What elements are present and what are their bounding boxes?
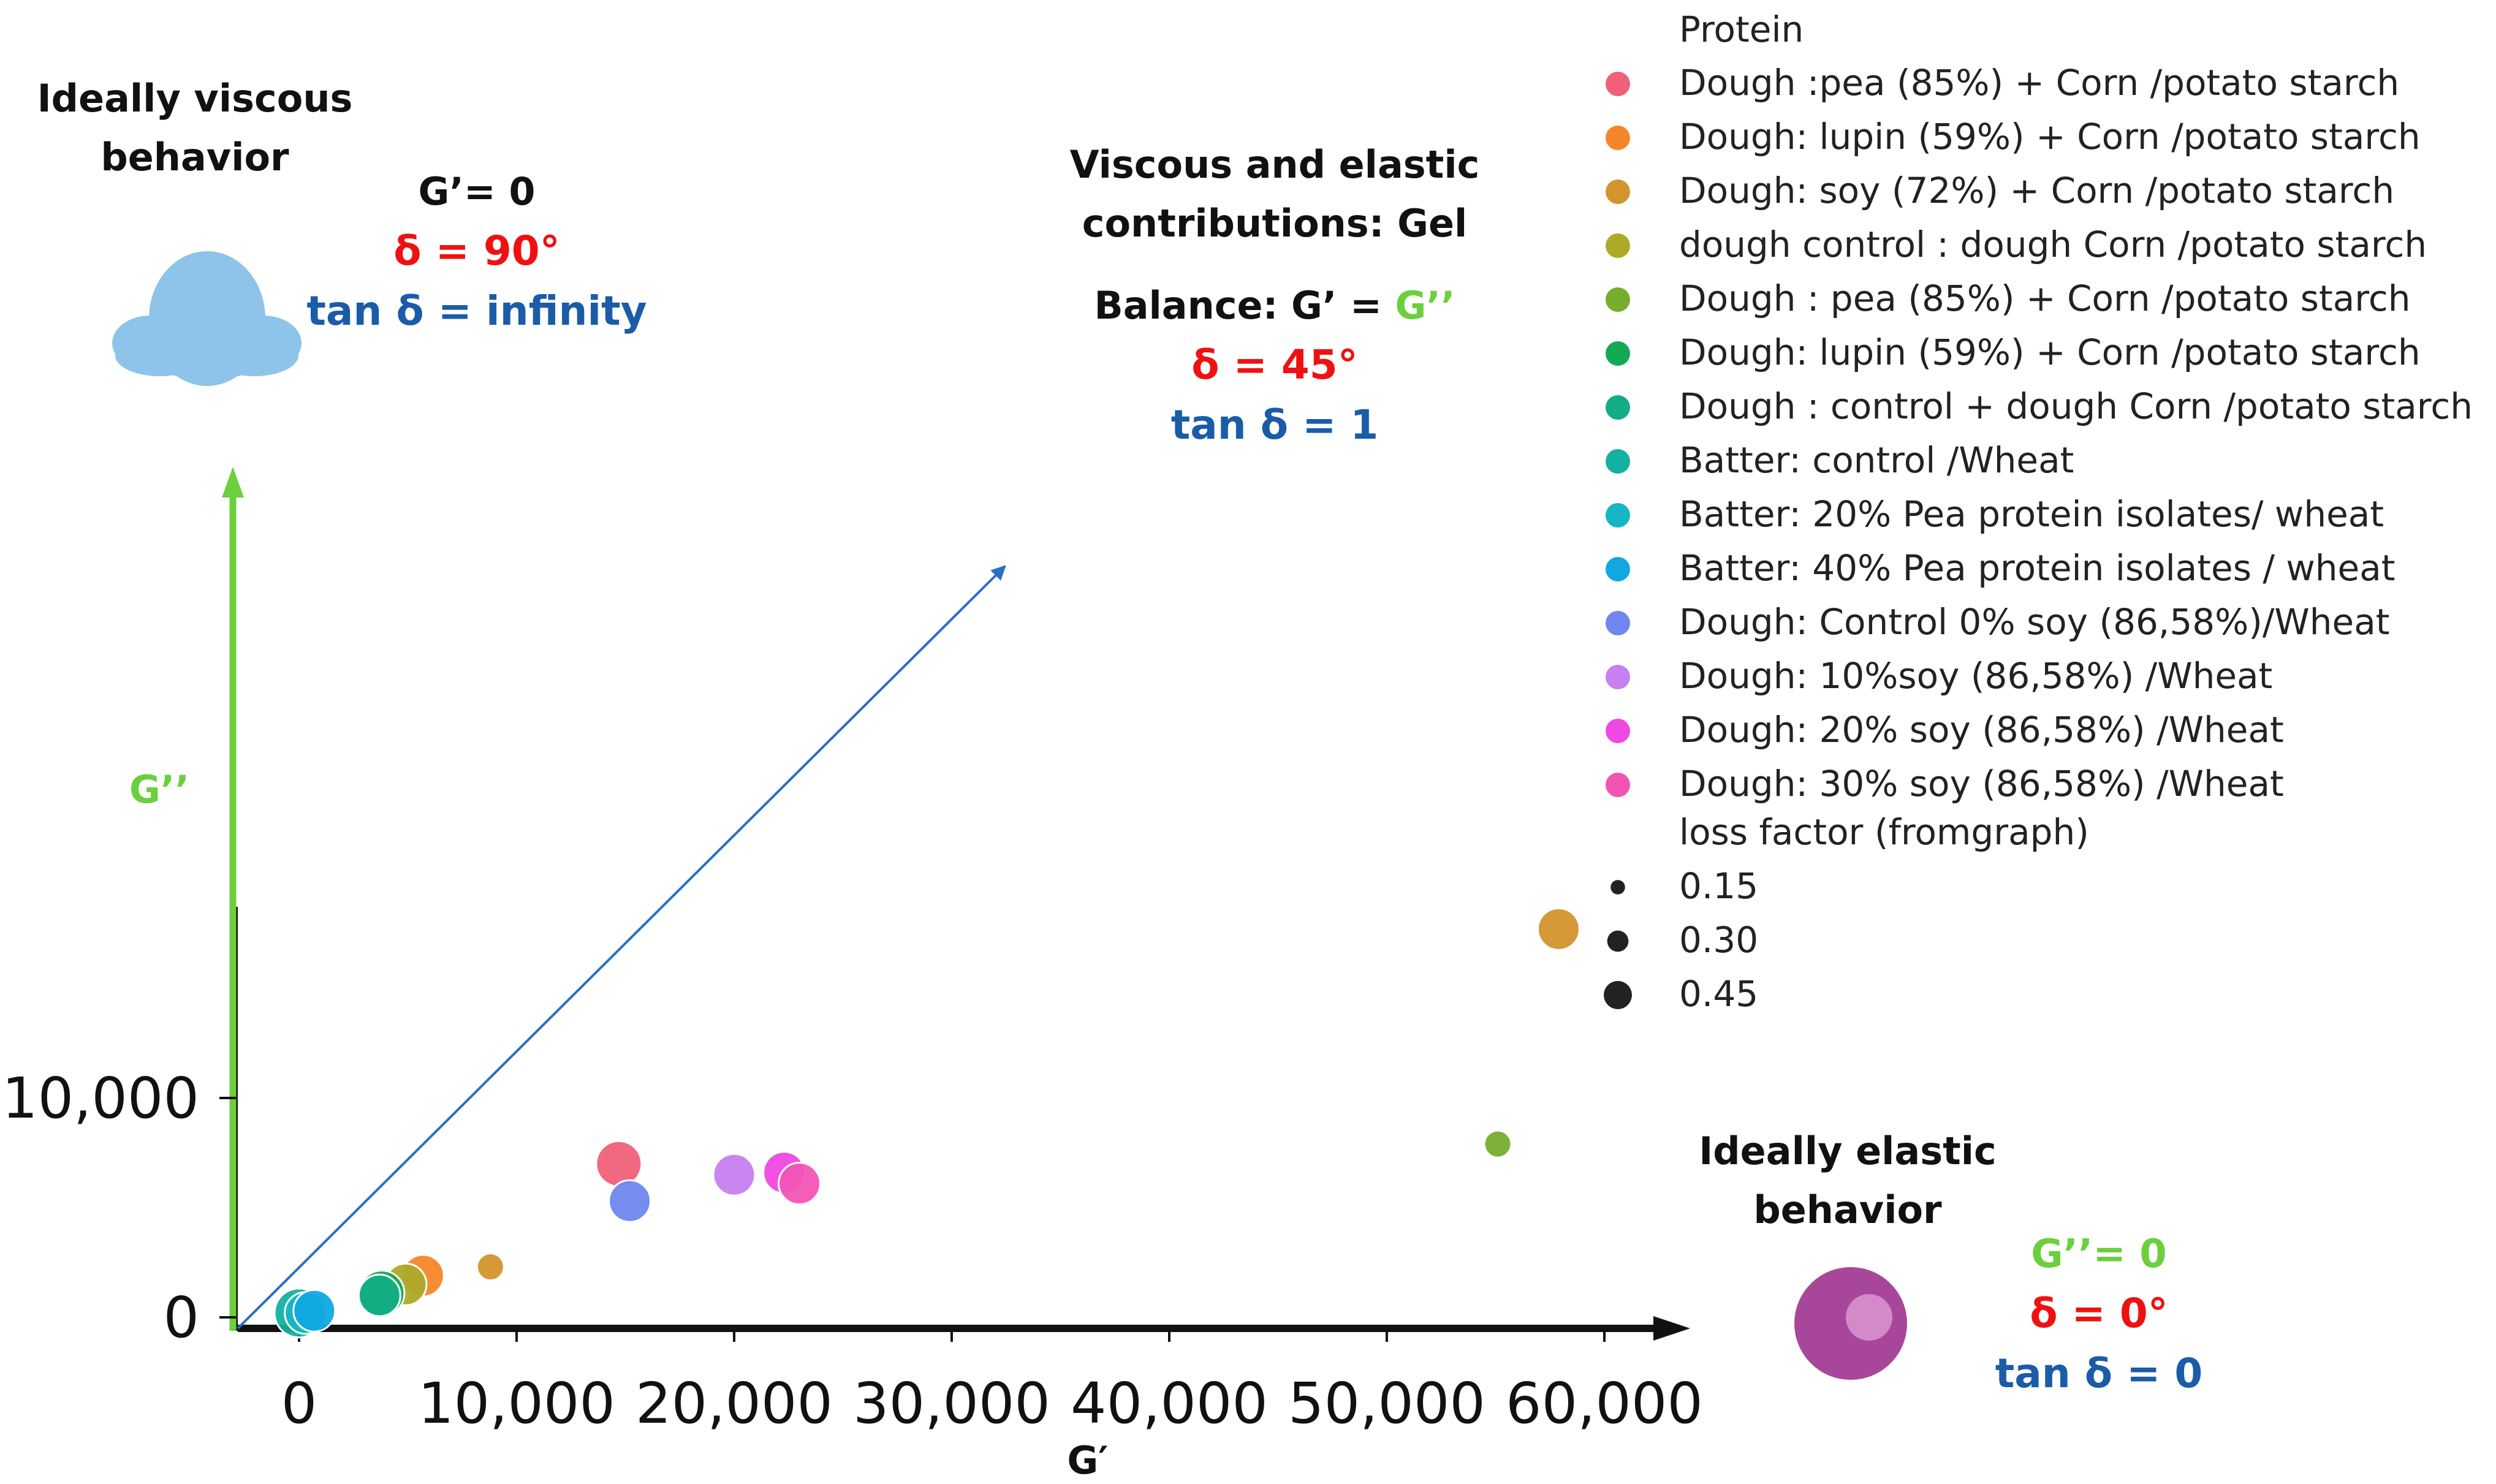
x-tick-label: 20,000 bbox=[635, 1371, 833, 1436]
legend-marker bbox=[1606, 773, 1630, 797]
data-point bbox=[608, 1179, 652, 1223]
legend-series-label: Dough :pea (85%) + Corn /potato starch bbox=[1679, 62, 2399, 104]
x-tick-label: 60,000 bbox=[1506, 1371, 1703, 1436]
data-point bbox=[292, 1289, 336, 1333]
legend-sizes: 0.15 0.30 0.45 bbox=[1604, 865, 1758, 1015]
legend-marker bbox=[1606, 395, 1630, 420]
legend-marker bbox=[1606, 665, 1630, 689]
gel-annotation: Viscous and elastic contributions: Gel B… bbox=[1070, 142, 1480, 449]
legend-size-title: loss factor (fromgraph) bbox=[1679, 811, 2089, 853]
diagonal-arrow bbox=[237, 565, 1006, 1330]
viscous-delta: δ = 90° bbox=[393, 227, 560, 274]
elastic-title-line2: behavior bbox=[1753, 1187, 1942, 1232]
legend-series-label: Dough: soy (72%) + Corn /potato starch bbox=[1679, 170, 2394, 211]
legend-series-label: Batter: control /Wheat bbox=[1679, 439, 2074, 481]
legend-series-label: Batter: 40% Pea protein isolates / wheat bbox=[1679, 547, 2395, 589]
x-axis-arrowhead bbox=[1653, 1316, 1690, 1341]
data-point bbox=[712, 1153, 756, 1197]
elastic-delta: δ = 0° bbox=[2030, 1290, 2168, 1337]
data-point bbox=[778, 1162, 821, 1206]
legend-size-marker bbox=[1604, 981, 1632, 1009]
data-points bbox=[273, 907, 1580, 1339]
y-ticks: 0 10,000 bbox=[2, 1066, 236, 1350]
cloud-icon bbox=[112, 251, 302, 386]
legend-series-label: Dough: lupin (59%) + Corn /potato starch bbox=[1679, 116, 2421, 157]
x-tick-label: 30,000 bbox=[853, 1371, 1050, 1436]
y-axis-title: G’’ bbox=[129, 767, 189, 812]
legend-marker bbox=[1606, 503, 1630, 528]
y-axis-arrowhead bbox=[222, 467, 244, 498]
elastic-title-line1: Ideally elastic bbox=[1699, 1129, 1997, 1173]
legend-marker bbox=[1606, 341, 1630, 366]
data-point bbox=[595, 1140, 643, 1187]
viscous-g-prime: G’= 0 bbox=[418, 169, 535, 214]
gel-delta: δ = 45° bbox=[1191, 341, 1357, 388]
x-tick-label: 10,000 bbox=[418, 1371, 615, 1436]
viscous-title-line1: Ideally viscous bbox=[37, 76, 353, 121]
legend-size-marker bbox=[1607, 930, 1629, 952]
gel-title-line2: contributions: Gel bbox=[1082, 201, 1468, 246]
ball-icon bbox=[1794, 1267, 1907, 1380]
gel-tan: tan δ = 1 bbox=[1171, 401, 1379, 449]
legend: Protein Dough :pea (85%) + Corn /potato … bbox=[1604, 9, 2473, 1015]
x-tick-label: 0 bbox=[281, 1371, 317, 1436]
data-point bbox=[476, 1252, 505, 1282]
x-tick-label: 40,000 bbox=[1071, 1371, 1268, 1436]
x-tick-label: 50,000 bbox=[1288, 1371, 1485, 1436]
y-tick-label: 10,000 bbox=[2, 1066, 199, 1131]
legend-series-label: Dough : pea (85%) + Corn /potato starch bbox=[1679, 278, 2411, 319]
elastic-tan: tan δ = 0 bbox=[1995, 1350, 2203, 1397]
gel-balance-suffix: G’’ bbox=[1395, 283, 1455, 328]
legend-marker bbox=[1606, 126, 1630, 150]
legend-marker bbox=[1606, 72, 1630, 96]
data-point bbox=[1483, 1129, 1512, 1159]
legend-size-label: 0.45 bbox=[1679, 973, 1758, 1015]
legend-marker bbox=[1606, 611, 1630, 635]
legend-series-label: Batter: 20% Pea protein isolates/ wheat bbox=[1679, 493, 2384, 535]
legend-marker bbox=[1606, 287, 1630, 312]
elastic-g-double-prime: G’’= 0 bbox=[2031, 1232, 2167, 1277]
legend-size-label: 0.30 bbox=[1679, 919, 1758, 961]
x-ticks: 0 10,000 20,000 30,000 40,000 50,000 60,000 bbox=[281, 1328, 1703, 1436]
y-tick-label: 0 bbox=[163, 1285, 199, 1350]
viscous-tan: tan δ = infinity bbox=[306, 287, 647, 335]
legend-series-label: Dough: 10%soy (86,58%) /Wheat bbox=[1679, 655, 2272, 697]
data-point bbox=[357, 1273, 401, 1317]
legend-hue-title: Protein bbox=[1679, 9, 1804, 50]
legend-series-label: Dough : control + dough Corn /potato sta… bbox=[1679, 385, 2473, 427]
viscous-title-line2: behavior bbox=[101, 135, 289, 180]
legend-series: Dough :pea (85%) + Corn /potato starch Do… bbox=[1606, 62, 2473, 804]
data-point bbox=[1536, 907, 1580, 951]
viscous-annotation: Ideally viscous behavior G’= 0 δ = 90° t… bbox=[37, 76, 647, 386]
legend-series-label: Dough: 30% soy (86,58%) /Wheat bbox=[1679, 763, 2284, 804]
legend-size-marker bbox=[1610, 880, 1625, 895]
legend-marker bbox=[1606, 719, 1630, 743]
legend-marker bbox=[1606, 233, 1630, 258]
legend-series-label: Dough: Control 0% soy (86,58%)/Wheat bbox=[1679, 601, 2390, 643]
legend-marker bbox=[1606, 449, 1630, 474]
legend-marker bbox=[1606, 557, 1630, 581]
legend-marker bbox=[1606, 180, 1630, 204]
elastic-annotation: Ideally elastic behavior G’’= 0 δ = 0° t… bbox=[1699, 1129, 2202, 1397]
axes: G′ G’’ bbox=[129, 467, 1690, 1483]
legend-series-label: dough control : dough Corn /potato starc… bbox=[1679, 224, 2427, 265]
gel-balance: Balance: G’ = G’’ bbox=[1094, 283, 1455, 328]
x-axis-title: G′ bbox=[1067, 1438, 1108, 1483]
legend-series-label: Dough: 20% soy (86,58%) /Wheat bbox=[1679, 709, 2284, 751]
legend-series-label: Dough: lupin (59%) + Corn /potato starch bbox=[1679, 331, 2421, 373]
gel-balance-prefix: Balance: G’ = bbox=[1094, 283, 1395, 328]
legend-size-label: 0.15 bbox=[1679, 865, 1758, 907]
gel-title-line1: Viscous and elastic bbox=[1070, 142, 1480, 187]
